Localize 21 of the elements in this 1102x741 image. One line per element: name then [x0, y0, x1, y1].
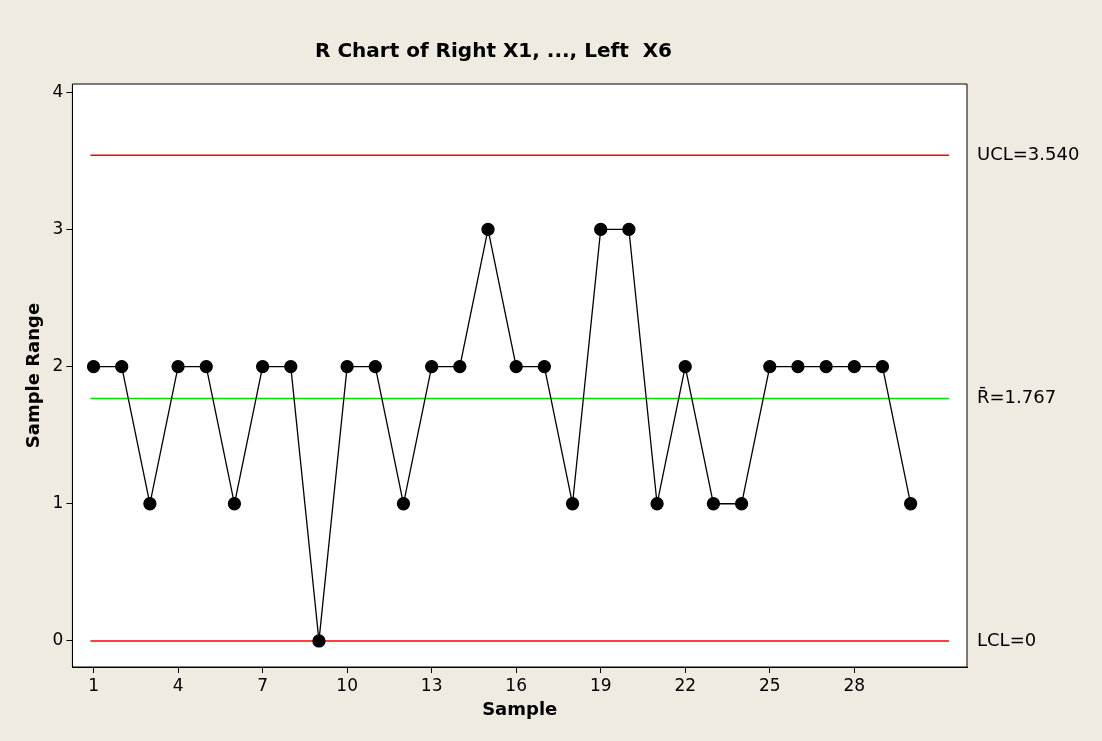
x-axis-title: Sample — [482, 697, 558, 719]
x-tick-label: 7 — [257, 674, 269, 695]
x-tick-label: 10 — [336, 674, 358, 695]
ref-line-label: R̄=1.767 — [977, 385, 1057, 408]
x-tick-label: 1 — [88, 674, 99, 695]
x-tick-label: 28 — [843, 674, 866, 695]
y-tick-label: 1 — [52, 492, 64, 513]
y-tick-label: 2 — [52, 355, 64, 376]
ref-line-label: LCL=0 — [977, 628, 1037, 650]
ref-line-label: UCL=3.540 — [977, 143, 1080, 164]
x-tick-label: 13 — [420, 674, 443, 695]
x-tick-label: 19 — [589, 674, 612, 695]
y-tick-label: 3 — [52, 217, 64, 238]
x-tick-label: 25 — [758, 674, 781, 695]
x-tick-label: 22 — [674, 674, 697, 695]
y-tick-label: 0 — [52, 629, 64, 650]
x-tick-label: 4 — [172, 674, 184, 695]
y-tick-label: 4 — [52, 80, 64, 101]
y-axis-title: Sample Range — [22, 302, 44, 449]
chart-title: R Chart of Right X1, ..., Left X6 — [315, 38, 672, 63]
x-tick-label: 16 — [505, 674, 528, 695]
